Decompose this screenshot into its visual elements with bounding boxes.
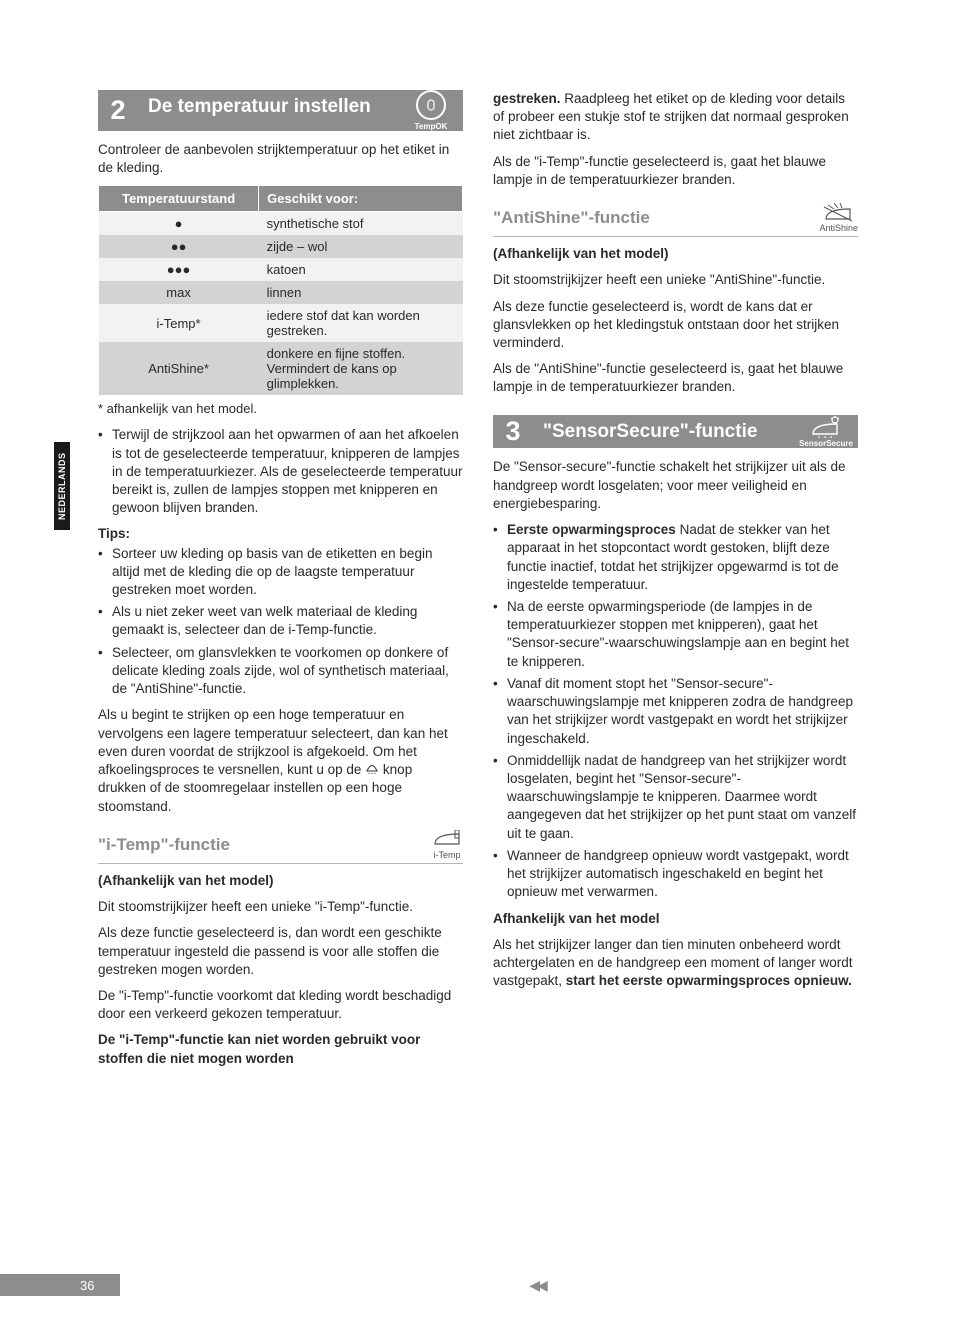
table-cell-desc: iedere stof dat kan worden gestreken. [259, 304, 463, 342]
table-cell-desc: synthetische stof [259, 212, 463, 236]
section-title: De temperatuur instellen [138, 90, 399, 131]
list-item: Na de eerste opwarmingsperiode (de lampj… [493, 598, 858, 671]
itemp-p1: Dit stoomstrijkijzer heeft een unieke "i… [98, 898, 463, 916]
antishine-heading: "AntiShine"-functie AntiShine [493, 203, 858, 237]
tips-label: Tips: [98, 526, 463, 541]
itemp-heading: "i-Temp"-functie i-Temp [98, 830, 463, 864]
table-cell-stand: max [99, 281, 259, 304]
list-item: Sorteer uw kleding op basis van de etike… [98, 545, 463, 600]
page-footer: 36 ◀◀ [0, 1274, 954, 1296]
itemp-icon: i-Temp [431, 830, 463, 860]
section2-intro: Controleer de aanbevolen strijktemperatu… [98, 141, 463, 177]
table-footnote: * afhankelijk van het model. [98, 401, 463, 416]
table-cell-desc: linnen [259, 281, 463, 304]
antishine-p3: Als de "AntiShine"-functie geselecteerd … [493, 360, 858, 396]
table-row: ●●●katoen [99, 258, 463, 281]
cooldown-paragraph: Als u begint te strijken op een hoge tem… [98, 706, 463, 816]
section-title: "SensorSecure"-functie [533, 415, 794, 449]
itemp-p4: De "i-Temp"-functie kan niet worden gebr… [98, 1031, 463, 1067]
itemp-p2: Als deze functie geselecteerd is, dan wo… [98, 924, 463, 979]
page-number: 36 [0, 1274, 120, 1296]
antishine-p2: Als deze functie geselecteerd is, wordt … [493, 298, 858, 353]
list-item: Als u niet zeker weet van welk materiaal… [98, 603, 463, 639]
table-cell-desc: donkere en fijne stoffen. Vermindert de … [259, 342, 463, 395]
ss-depends-label: Afhankelijk van het model [493, 910, 858, 928]
section-number: 2 [98, 90, 138, 131]
table-cell-stand: i-Temp* [99, 304, 259, 342]
antishine-depends: (Afhankelijk van het model) [493, 245, 858, 263]
sensorsecure-list: Eerste opwarmingsproces Nadat de stekker… [493, 521, 858, 901]
right-column: gestreken. Raadpleeg het etiket op de kl… [493, 90, 858, 1076]
table-header-stand: Temperatuurstand [99, 186, 259, 212]
section-2-header: 2 De temperatuur instellen TempOK [98, 90, 463, 131]
list-item: Eerste opwarmingsproces Nadat de stekker… [493, 521, 858, 594]
section-3-header: 3 "SensorSecure"-functie SensorSecure [493, 415, 858, 449]
left-column: 2 De temperatuur instellen TempOK Contro… [98, 90, 463, 1076]
table-cell-stand: AntiShine* [99, 342, 259, 395]
table-cell-stand: ● [99, 212, 259, 236]
temperature-table: Temperatuurstand Geschikt voor: ●synthet… [98, 185, 463, 395]
table-cell-desc: zijde – wol [259, 235, 463, 258]
list-item: Selecteer, om glansvlekken te voorkomen … [98, 644, 463, 699]
itemp-continuation: gestreken. Raadpleeg het etiket op de kl… [493, 90, 858, 145]
table-row: i-Temp*iedere stof dat kan worden gestre… [99, 304, 463, 342]
tempok-icon: TempOK [399, 90, 463, 131]
list-item: Onmiddellijk nadat de handgreep van het … [493, 752, 858, 843]
table-row: ●synthetische stof [99, 212, 463, 236]
antishine-p1: Dit stoomstrijkijzer heeft een unieke "A… [493, 271, 858, 289]
tips-list: Sorteer uw kleding op basis van de etike… [98, 545, 463, 699]
table-cell-desc: katoen [259, 258, 463, 281]
table-cell-stand: ●●● [99, 258, 259, 281]
steam-button-icon [365, 761, 379, 779]
list-item: Wanneer de handgreep opnieuw wordt vastg… [493, 847, 858, 902]
section-number: 3 [493, 415, 533, 449]
table-cell-stand: ●● [99, 235, 259, 258]
table-row: ●●zijde – wol [99, 235, 463, 258]
warmup-bullet: Terwijl de strijkzool aan het opwarmen o… [98, 426, 463, 517]
itemp-cont2: Als de "i-Temp"-functie geselecteerd is,… [493, 153, 858, 189]
page-content: 2 De temperatuur instellen TempOK Contro… [98, 90, 858, 1076]
itemp-depends: (Afhankelijk van het model) [98, 872, 463, 890]
sensorsecure-icon: SensorSecure [794, 415, 858, 449]
antishine-icon: AntiShine [819, 203, 858, 233]
footer-arrows-icon: ◀◀ [120, 1277, 954, 1294]
table-row: maxlinnen [99, 281, 463, 304]
list-item: Vanaf dit moment stopt het "Sensor-secur… [493, 675, 858, 748]
table-row: AntiShine*donkere en fijne stoffen. Verm… [99, 342, 463, 395]
language-tab: NEDERLANDS [54, 442, 70, 530]
warmup-bullet-list: Terwijl de strijkzool aan het opwarmen o… [98, 426, 463, 517]
itemp-p3: De "i-Temp"-functie voorkomt dat kleding… [98, 987, 463, 1023]
table-header-desc: Geschikt voor: [259, 186, 463, 212]
ss-depends-text: Als het strijkijzer langer dan tien minu… [493, 936, 858, 991]
sensorsecure-intro: De "Sensor-secure"-functie schakelt het … [493, 458, 858, 513]
